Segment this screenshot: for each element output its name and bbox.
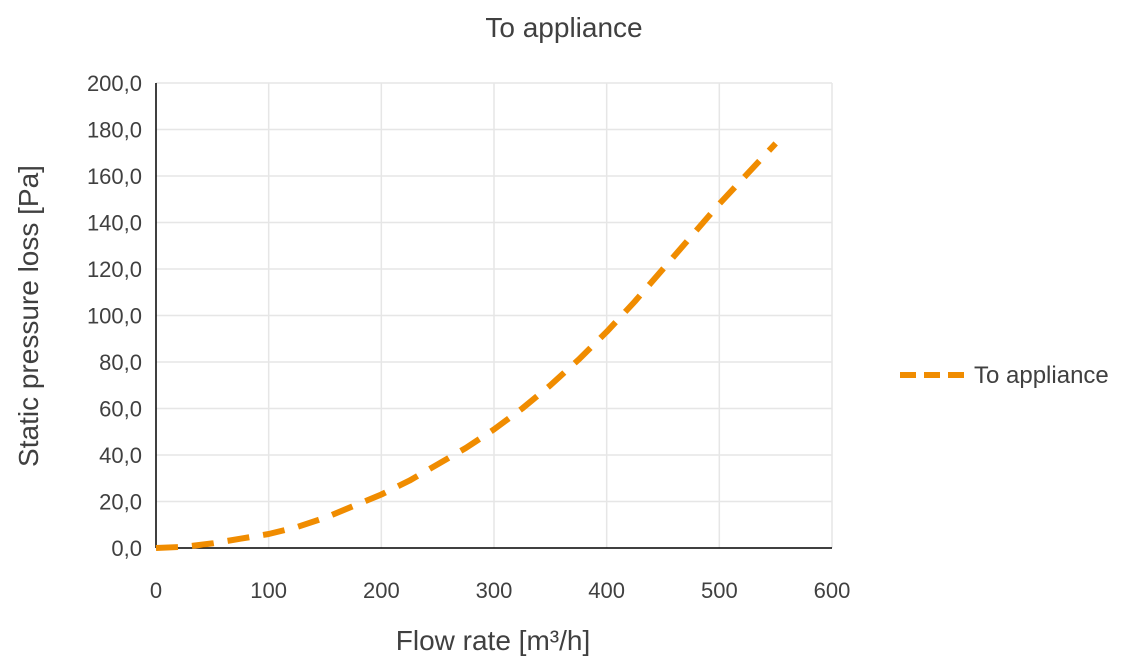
x-tick-label: 0 xyxy=(150,578,162,603)
x-axis-label: Flow rate [m³/h] xyxy=(396,625,590,656)
legend-label: To appliance xyxy=(974,362,1109,389)
x-tick-label: 300 xyxy=(476,578,513,603)
y-tick-label: 0,0 xyxy=(111,536,142,561)
x-tick-label: 400 xyxy=(588,578,625,603)
y-axis-label: Static pressure loss [Pa] xyxy=(13,165,44,467)
y-tick-label: 180,0 xyxy=(87,118,142,143)
grid-lines xyxy=(156,82,833,548)
series-layer xyxy=(155,141,778,551)
legend: To appliance xyxy=(900,362,1109,389)
y-tick-labels: 0,0 20,0 40,0 60,0 80,0 100,0 120,0 140,0 160,0 1… xyxy=(87,71,142,561)
y-tick-label: 40,0 xyxy=(99,443,142,468)
y-tick-label: 200,0 xyxy=(87,71,142,96)
y-tick-label: 120,0 xyxy=(87,257,142,282)
x-tick-label: 100 xyxy=(250,578,287,603)
x-tick-labels: 0 100 200 300 400 500 600 xyxy=(150,578,850,603)
y-tick-label: 160,0 xyxy=(87,164,142,189)
y-tick-label: 60,0 xyxy=(99,397,142,422)
y-tick-label: 140,0 xyxy=(87,211,142,236)
series-line-0 xyxy=(155,141,778,551)
x-tick-label: 600 xyxy=(814,578,851,603)
x-tick-label: 200 xyxy=(363,578,400,603)
y-tick-label: 80,0 xyxy=(99,350,142,375)
y-tick-label: 20,0 xyxy=(99,490,142,515)
y-tick-label: 100,0 xyxy=(87,304,142,329)
chart-title: To appliance xyxy=(485,12,642,43)
x-tick-label: 500 xyxy=(701,578,738,603)
axes xyxy=(155,83,832,549)
